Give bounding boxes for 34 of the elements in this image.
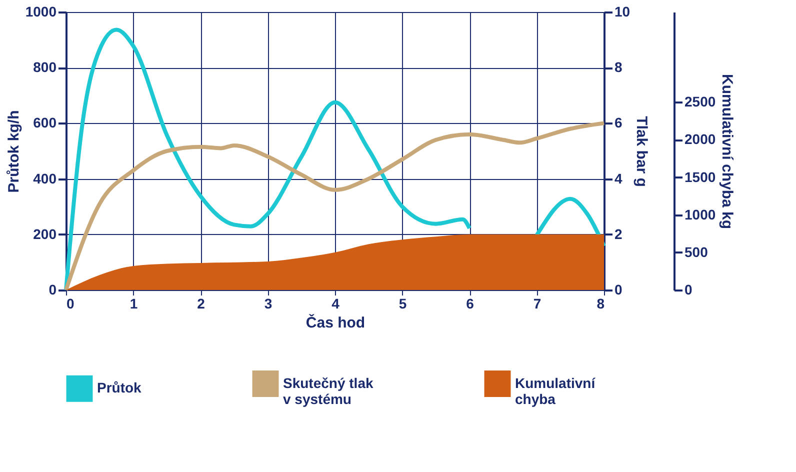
- x-tick-label: 8: [596, 296, 605, 312]
- y2-axis-title: Tlak bar g: [633, 116, 650, 187]
- y-tick-label: 600: [33, 114, 57, 131]
- y3-tick-label: 2000: [684, 131, 716, 148]
- x-tick-label: 7: [533, 296, 542, 312]
- x-tick-label: 1: [130, 296, 138, 312]
- y2-tick-label: 10: [614, 4, 630, 20]
- x-tick-label: 2: [197, 296, 206, 312]
- x-tick-label: 4: [332, 296, 340, 312]
- x-tick-label: 6: [466, 296, 474, 312]
- y-tick-label: 200: [33, 226, 57, 242]
- y3-tick-label: 2500: [684, 94, 716, 110]
- y2-tick-label: 8: [614, 59, 622, 76]
- x-tick-label: 3: [264, 296, 272, 312]
- y2-tick-label: 2: [614, 226, 622, 242]
- y-tick-label: 800: [33, 59, 57, 76]
- x-axis-title: Čas hod: [306, 314, 366, 332]
- y-tick-label: 1000: [25, 4, 57, 20]
- y3-tick-label: 500: [684, 244, 708, 260]
- y-tick-label: 0: [48, 282, 57, 298]
- y3-axis-title: Kumulativní chyba kg: [718, 74, 736, 230]
- y-axis-title: Průtok kg/h: [5, 110, 22, 193]
- y-tick-label: 400: [33, 170, 57, 186]
- x-tick-label: 5: [398, 296, 407, 312]
- y2-tick-label: 0: [614, 282, 622, 298]
- y2-tick-label: 4: [614, 170, 622, 186]
- legend-label: Kumulativní chyba: [515, 374, 596, 407]
- y2-tick-label: 6: [614, 114, 622, 131]
- y3-tick-label: 1500: [684, 168, 716, 185]
- y3-tick-label: 1000: [684, 206, 716, 222]
- legend-label: Skutečný tlak v systému: [283, 374, 374, 407]
- legend-label: Průtok: [97, 380, 142, 396]
- y3-tick-label: 0: [684, 282, 692, 298]
- x-tick-label: 0: [66, 296, 74, 312]
